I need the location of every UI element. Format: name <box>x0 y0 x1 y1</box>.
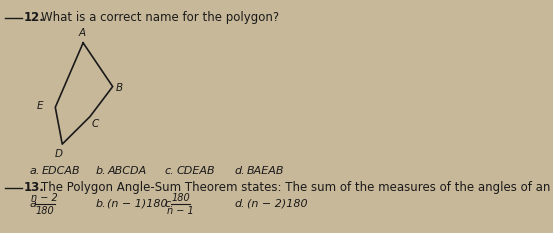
Text: 13.: 13. <box>24 181 45 194</box>
Text: b.: b. <box>95 166 106 176</box>
Text: d.: d. <box>234 166 245 176</box>
Text: 180: 180 <box>171 193 190 203</box>
Text: B: B <box>116 83 123 93</box>
Text: n − 1: n − 1 <box>167 206 194 216</box>
Text: EDCAB: EDCAB <box>41 166 80 176</box>
Text: CDEAB: CDEAB <box>177 166 216 176</box>
Text: b.: b. <box>95 199 106 209</box>
Text: What is a correct name for the polygon?: What is a correct name for the polygon? <box>41 11 279 24</box>
Text: 12.: 12. <box>24 11 45 24</box>
Text: The Polygon Angle-Sum Theorem states: The sum of the measures of the angles of a: The Polygon Angle-Sum Theorem states: Th… <box>41 181 553 194</box>
Text: D: D <box>55 150 63 159</box>
Text: BAEAB: BAEAB <box>247 166 284 176</box>
Text: d.: d. <box>234 199 245 209</box>
Text: a.: a. <box>29 199 40 209</box>
Text: 180: 180 <box>35 206 54 216</box>
Text: a.: a. <box>29 166 40 176</box>
Text: c.: c. <box>165 166 174 176</box>
Text: ABCDA: ABCDA <box>107 166 147 176</box>
Text: E: E <box>36 101 43 111</box>
Text: (n − 2)180: (n − 2)180 <box>247 199 307 209</box>
Text: n − 2: n − 2 <box>32 193 58 203</box>
Text: (n − 1)180: (n − 1)180 <box>107 199 168 209</box>
Text: c.: c. <box>165 199 174 209</box>
Text: C: C <box>92 119 99 129</box>
Text: A: A <box>79 28 86 38</box>
